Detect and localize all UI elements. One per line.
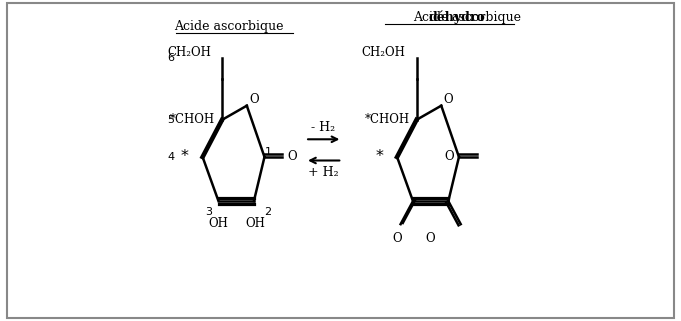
Text: CH₂OH: CH₂OH xyxy=(168,46,211,59)
Text: O: O xyxy=(426,232,435,245)
Text: Acide ascorbique: Acide ascorbique xyxy=(174,20,284,33)
Text: 3: 3 xyxy=(206,207,212,217)
Text: O: O xyxy=(249,93,259,106)
Text: 6: 6 xyxy=(168,53,174,63)
Text: 1: 1 xyxy=(264,147,272,157)
Text: 4: 4 xyxy=(168,152,174,162)
Text: *CHOH: *CHOH xyxy=(364,113,410,126)
Text: *: * xyxy=(375,150,383,164)
Text: - H₂: - H₂ xyxy=(311,121,336,134)
Text: O: O xyxy=(443,93,453,106)
Text: 2: 2 xyxy=(264,207,272,217)
Text: 5: 5 xyxy=(168,115,174,125)
Text: O: O xyxy=(287,151,296,163)
Text: O: O xyxy=(392,232,402,245)
Text: Acide: Acide xyxy=(413,11,452,24)
Text: ascorbique: ascorbique xyxy=(452,11,522,24)
Text: CH₂OH: CH₂OH xyxy=(362,46,406,59)
Text: *CHOH: *CHOH xyxy=(170,113,215,126)
Text: OH: OH xyxy=(246,217,266,230)
Text: *: * xyxy=(181,150,189,164)
Text: déhydro: déhydro xyxy=(428,11,485,24)
Text: OH: OH xyxy=(208,217,228,230)
Text: + H₂: + H₂ xyxy=(308,166,339,179)
Text: O: O xyxy=(445,151,454,163)
